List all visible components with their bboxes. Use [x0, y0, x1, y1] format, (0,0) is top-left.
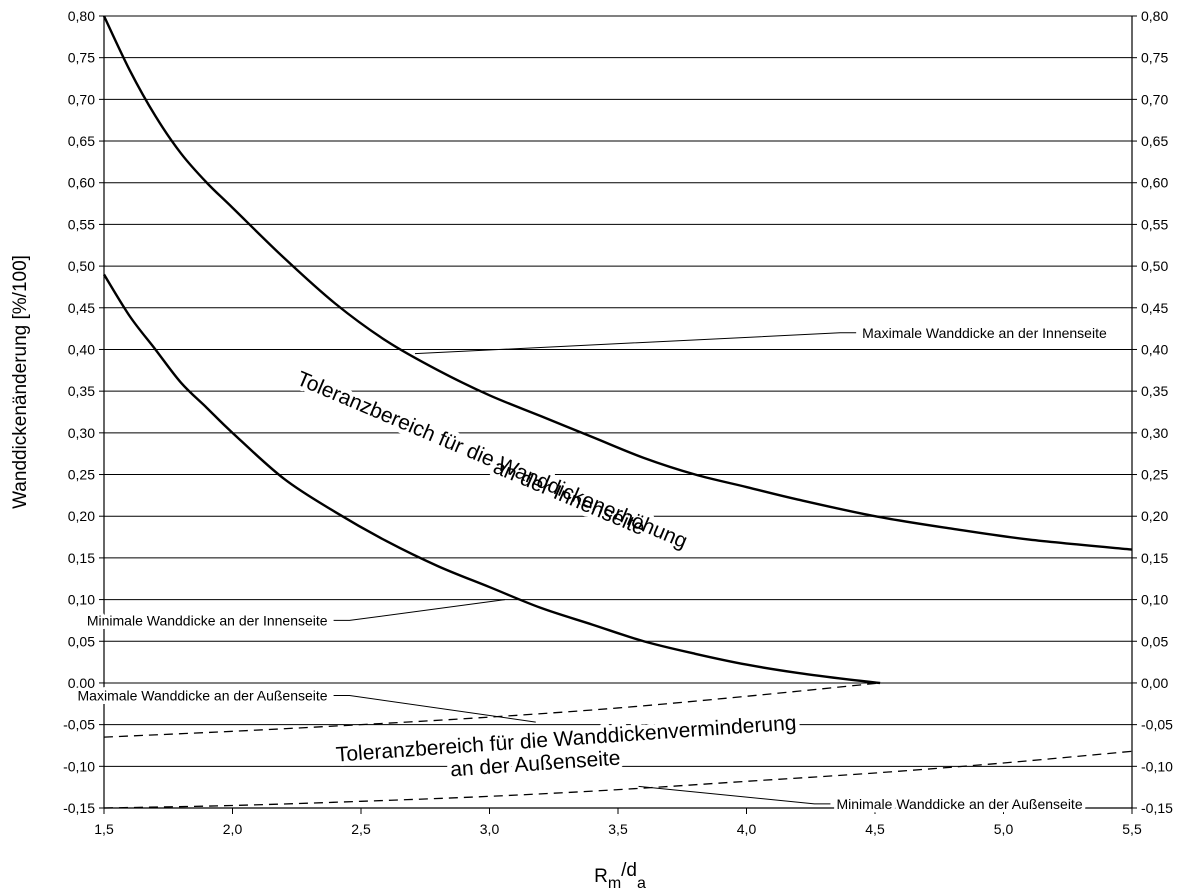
x-ticks: 1,5 2,0 2,5 3,0 3,5 4,0 4,5 5,0 5,5: [94, 808, 1142, 837]
y-tick-label-right: 0,30: [1141, 425, 1168, 441]
annotation-label: Minimale Wanddicke an der Innenseite: [87, 612, 328, 628]
y-tick-label-left: 0,25: [68, 467, 95, 483]
x-tick-label: 2,0: [223, 821, 243, 837]
y-tick-label-left: 0,15: [68, 550, 95, 566]
x-axis-title-mid: /d: [621, 860, 637, 881]
y-tick-label-left: 0,65: [68, 133, 95, 149]
y-tick-label-left: 0,70: [68, 91, 95, 107]
y-tick-label-right: 0,55: [1141, 216, 1168, 232]
annotation-label: Minimale Wanddicke an der Außenseite: [836, 796, 1082, 812]
annotation-halo: Minimale Wanddicke an der Innenseite: [87, 612, 328, 628]
x-tick-label: 1,5: [94, 821, 114, 837]
annotation-label: Maximale Wanddicke an der Außenseite: [78, 687, 328, 703]
x-tick-label: 5,5: [1122, 821, 1142, 837]
y-tick-label-right: 0,25: [1141, 467, 1168, 483]
annotation-leader: [414, 332, 857, 355]
x-axis-title-main: R: [594, 866, 608, 887]
y-tick-label-left: -0,05: [63, 717, 95, 733]
y-tick-label-right: 0,00: [1141, 675, 1168, 691]
y-tick-label-right: 0,50: [1141, 258, 1168, 274]
x-tick-label: 2,5: [351, 821, 371, 837]
x-tick-label: 4,5: [865, 821, 885, 837]
y-tick-label-left: 0,30: [68, 425, 95, 441]
y-tick-label-left: 0,60: [68, 175, 95, 191]
annotations: Maximale Wanddicke an der Innenseite Maxi…: [74, 321, 1110, 815]
y-tick-label-right: -0,15: [1141, 800, 1173, 816]
annotation-halo: Minimale Wanddicke an der Außenseite: [836, 796, 1082, 812]
y-tick-label-right: 0,45: [1141, 300, 1168, 316]
y-axis-title: Wanddickenänderung [%/100]: [10, 255, 31, 509]
region-labels: Toleranzbereich für die Wanddickenerhöhu…: [289, 363, 802, 786]
y-tick-label-right: 0,05: [1141, 633, 1168, 649]
y-tick-label-right: 0,65: [1141, 133, 1168, 149]
series-line: [103, 750, 1133, 809]
annotation-halo: Maximale Wanddicke an der Innenseite: [862, 325, 1107, 341]
y-tick-label-right: 0,15: [1141, 550, 1168, 566]
annotation-leader: [638, 785, 831, 805]
x-axis-title-sub-m: m: [608, 875, 621, 892]
y-tick-label-left: 0,75: [68, 50, 95, 66]
x-axis-title: Rm/da: [594, 860, 646, 892]
y-ticks-right: 0,80 0,75 0,70 0,65 0,60 0,55 0,50 0,45 0,40 0,35…: [1132, 8, 1173, 816]
y-ticks-left: 0,80 0,75 0,70 0,65 0,60 0,55 0,50 0,45 0,40 0,35…: [63, 8, 104, 816]
series-lines: [102, 15, 1133, 809]
series-line: [102, 15, 1133, 551]
y-tick-label-left: 0,05: [68, 633, 95, 649]
y-tick-label-left: 0,20: [68, 508, 95, 524]
y-tick-label-left: 0,10: [68, 592, 95, 608]
x-tick-label: 4,0: [737, 821, 757, 837]
y-tick-label-left: 0,45: [68, 300, 95, 316]
y-tick-label-right: 0,10: [1141, 592, 1168, 608]
y-tick-label-right: -0,05: [1141, 717, 1173, 733]
region-label: an der Innenseite: [490, 455, 648, 540]
annotation-leader: [333, 694, 536, 723]
y-tick-label-left: 0,35: [68, 383, 95, 399]
y-tick-label-left: 0,55: [68, 216, 95, 232]
y-tick-label-right: 0,75: [1141, 50, 1168, 66]
y-tick-label-left: 0,50: [68, 258, 95, 274]
series-line: [103, 682, 881, 738]
grid-lines: [104, 15, 1132, 809]
x-axis-title-sub-a: a: [637, 875, 646, 892]
y-tick-label-right: 0,60: [1141, 175, 1168, 191]
y-tick-label-right: 0,70: [1141, 91, 1168, 107]
y-tick-label-left: -0,10: [63, 758, 95, 774]
annotation-label: Maximale Wanddicke an der Innenseite: [862, 325, 1107, 341]
y-tick-label-left: 0,00: [68, 675, 95, 691]
x-tick-label: 3,5: [608, 821, 628, 837]
y-tick-label-left: -0,15: [63, 800, 95, 816]
y-tick-label-right: 0,40: [1141, 341, 1168, 357]
y-tick-label-right: -0,10: [1141, 758, 1173, 774]
annotation-leader: [333, 599, 505, 621]
series-line: [102, 273, 881, 685]
x-tick-label: 3,0: [480, 821, 500, 837]
y-tick-label-right: 0,35: [1141, 383, 1168, 399]
x-tick-label: 5,0: [994, 821, 1014, 837]
y-tick-label-right: 0,20: [1141, 508, 1168, 524]
annotation-halo: Maximale Wanddicke an der Außenseite: [78, 687, 328, 703]
y-tick-label-left: 0,40: [68, 341, 95, 357]
y-tick-label-right: 0,80: [1141, 8, 1168, 24]
y-tick-label-left: 0,80: [68, 8, 95, 24]
